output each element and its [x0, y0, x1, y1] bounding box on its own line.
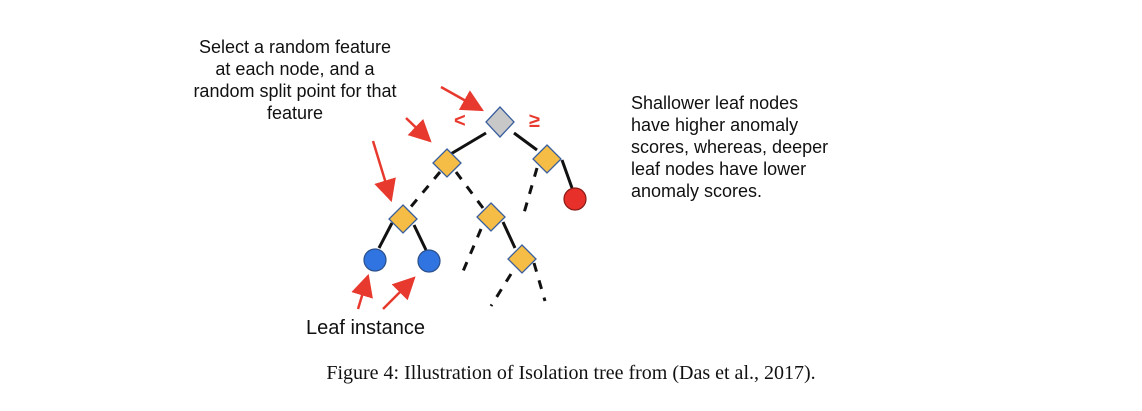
edge-dashed-left-inner	[454, 171, 485, 209]
split-node-right	[532, 144, 562, 174]
arrow-to-left-split	[405, 117, 432, 143]
edge-to-right-leaf	[412, 224, 428, 251]
less-than-symbol: <	[454, 110, 466, 132]
edge-dashed-inner-down	[459, 228, 483, 277]
depth-annotation-line: scores, whereas, deeper	[631, 137, 829, 157]
edge-root-right	[513, 131, 538, 152]
split-annotation: Select a random feature at each node, an…	[160, 36, 430, 124]
edge-inner-to-deep-node	[501, 221, 517, 249]
arrow-to-root	[440, 85, 484, 112]
edge-dashed-left-down	[407, 171, 442, 210]
edge-right-to-anomaly-leaf	[560, 159, 574, 189]
split-nodes	[388, 106, 562, 274]
split-annotation-line: feature	[266, 103, 324, 123]
split-node-leftleft	[388, 204, 418, 234]
depth-annotation-line: have higher anomaly	[631, 115, 799, 135]
split-annotation-line: at each node, and a	[215, 59, 375, 79]
edge-dashed-deep-right	[532, 262, 547, 302]
dashed-edges	[407, 167, 547, 307]
figure-caption: Figure 4: Illustration of Isolation tree…	[326, 362, 816, 384]
split-node-inner	[476, 202, 506, 232]
depth-annotation-line: leaf nodes have lower	[631, 159, 807, 179]
leaf-node-left	[363, 248, 387, 272]
leaf-node-anomaly	[563, 187, 587, 211]
leaf-node-right	[417, 249, 441, 273]
arrow-to-left-leaf	[351, 273, 373, 310]
arrow-to-leftleft-split	[371, 140, 396, 203]
solid-edges	[377, 131, 574, 251]
edge-to-left-leaf	[377, 222, 394, 249]
annotation-arrows	[351, 85, 484, 310]
depth-annotation-line: Shallower leaf nodes	[631, 93, 799, 113]
leaf-instance-label: Leaf instance	[306, 317, 425, 339]
depth-annotation-line: anomaly scores.	[631, 181, 763, 201]
leaf-nodes	[363, 187, 587, 273]
split-annotation-line: random split point for that	[193, 81, 397, 101]
depth-annotation: Shallower leaf nodes have higher anomaly…	[631, 92, 828, 202]
edge-dashed-deep-left	[489, 273, 513, 307]
root-node	[485, 106, 515, 138]
arrow-to-right-leaf	[382, 276, 416, 310]
edge-dashed-right-down	[522, 167, 539, 214]
split-annotation-line: Select a random feature	[198, 37, 392, 57]
split-node-deep	[507, 244, 537, 274]
greater-equal-symbol: ≥	[529, 110, 540, 132]
split-node-left	[432, 148, 462, 178]
edge-root-left	[448, 131, 487, 157]
